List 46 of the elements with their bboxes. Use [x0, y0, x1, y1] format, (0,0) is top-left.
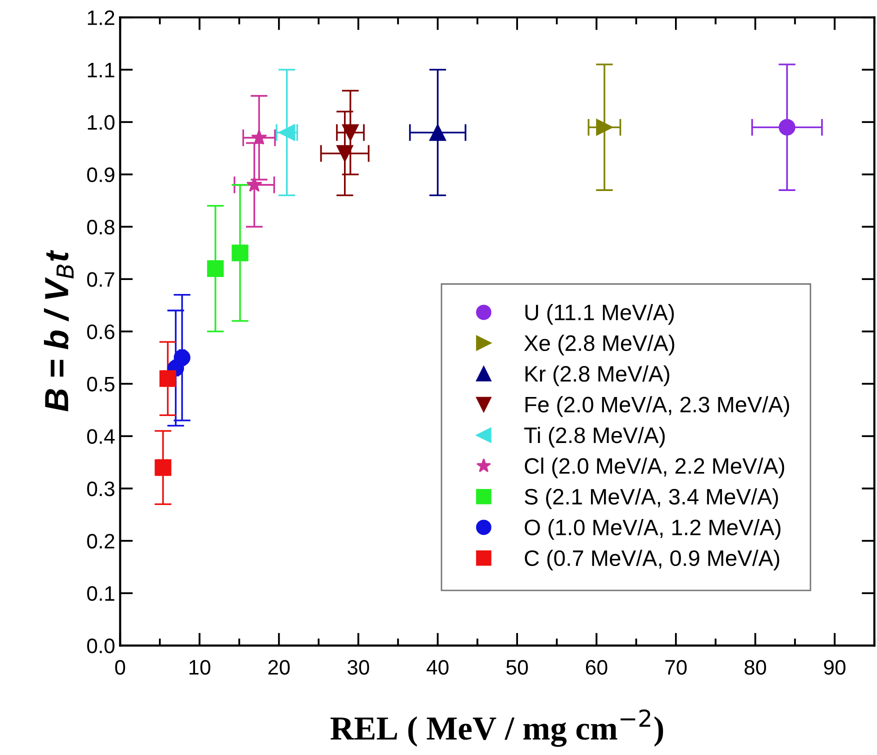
y-tick-label: 0.3 [87, 481, 114, 496]
point [251, 129, 268, 145]
legend-label: U (11.1 MeV/A) [525, 304, 674, 325]
point [429, 124, 446, 141]
y-axis-title: B = b / V$_{B}$t [44, 250, 74, 412]
y-tick-label: 1.1 [88, 62, 114, 78]
y-tick-label: 0.9 [87, 167, 114, 182]
point [246, 176, 262, 192]
legend-label: S (2.1 MeV/A, 3.4 MeV/A) [524, 488, 778, 509]
x-tick-label: 30 [348, 660, 370, 675]
point [159, 370, 176, 387]
x-tick-label: 80 [744, 660, 766, 675]
x-tick-label: 0 [115, 660, 126, 675]
legend-label: O (1.0 MeV/A, 1.2 MeV/A) [524, 519, 780, 540]
y-tick-label: 1.0 [88, 115, 114, 130]
y-tick-label: 0.5 [87, 376, 114, 392]
legend-label: Xe (2.8 MeV/A) [524, 334, 674, 356]
point [174, 349, 190, 366]
point [596, 118, 613, 136]
y-tick-label: 0.4 [87, 429, 115, 444]
y-tick-label: 0.7 [87, 272, 114, 287]
point [207, 260, 224, 277]
legend-label: Fe (2.0 MeV/A, 2.3 MeV/A) [526, 396, 790, 417]
point [342, 124, 359, 141]
x-tick-label: 20 [268, 660, 290, 675]
x-tick-label: 70 [665, 660, 687, 675]
x-tick-label: 10 [190, 660, 210, 675]
legend-label: Kr (2.8 MeV/A) [526, 365, 670, 386]
legend-label: Cl (2.0 MeV/A, 2.2 MeV/A) [524, 458, 784, 478]
y-tick-label: 0.8 [87, 220, 114, 235]
x-tick-label: 90 [824, 660, 846, 675]
x-tick-label: 40 [426, 660, 448, 675]
legend-label: C (0.7 MeV/A, 0.9 MeV/A) [524, 550, 780, 570]
x-tick-label: 50 [506, 660, 528, 675]
point [336, 145, 354, 162]
y-tick-label: 0.6 [87, 324, 114, 340]
y-tick-label: 0.0 [87, 638, 114, 654]
y-tick-label: 1.2 [88, 10, 114, 25]
y-tick-label: 0.2 [87, 534, 114, 549]
x-tick-label: 60 [586, 660, 608, 675]
y-tick-label: 0.1 [87, 586, 114, 601]
point [154, 459, 172, 476]
x-axis-title: REL ( MeV / mg cm$^{−2}$) [330, 709, 664, 747]
legend-label: Ti (2.8 MeV/A) [524, 426, 665, 448]
point [278, 124, 296, 141]
point [778, 118, 796, 136]
